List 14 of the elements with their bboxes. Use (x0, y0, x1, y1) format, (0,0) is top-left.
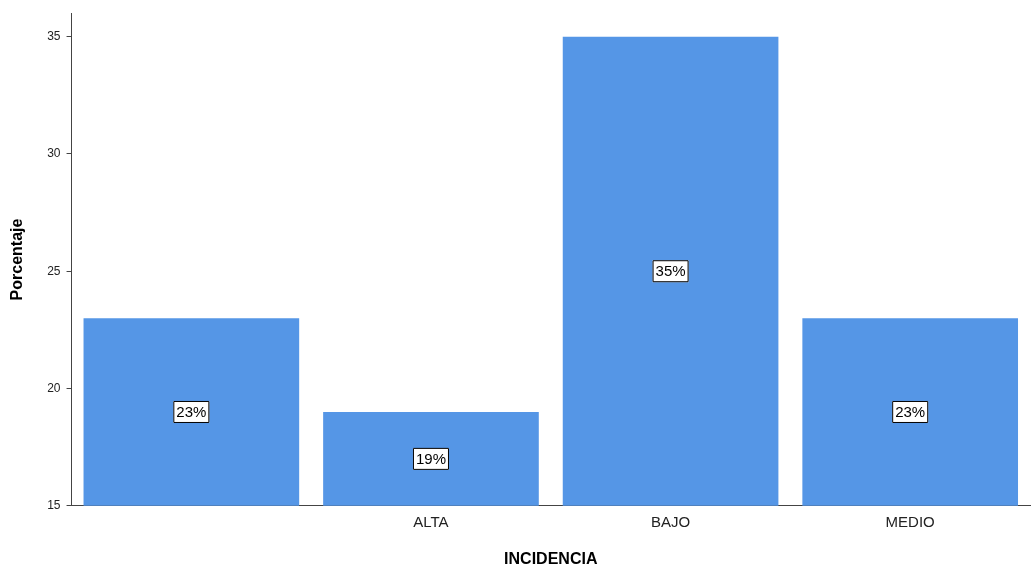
x-tick-label: MEDIO (885, 512, 935, 530)
data-label: 23% (176, 403, 207, 421)
y-axis-title: Porcentaje (8, 218, 26, 301)
x-tick-label: BAJO (650, 512, 691, 530)
data-label: 19% (415, 450, 446, 468)
y-tick-label: 15 (47, 498, 61, 513)
y-tick-label: 20 (47, 380, 61, 395)
y-tick-label: 35 (47, 28, 61, 43)
data-label: 35% (655, 262, 686, 280)
data-label: 23% (895, 403, 926, 421)
x-tick-label: ALTA (413, 512, 449, 530)
y-tick-label: 25 (47, 263, 61, 278)
y-tick-label: 30 (47, 146, 61, 161)
x-axis-title: INCIDENCIA (504, 549, 598, 567)
